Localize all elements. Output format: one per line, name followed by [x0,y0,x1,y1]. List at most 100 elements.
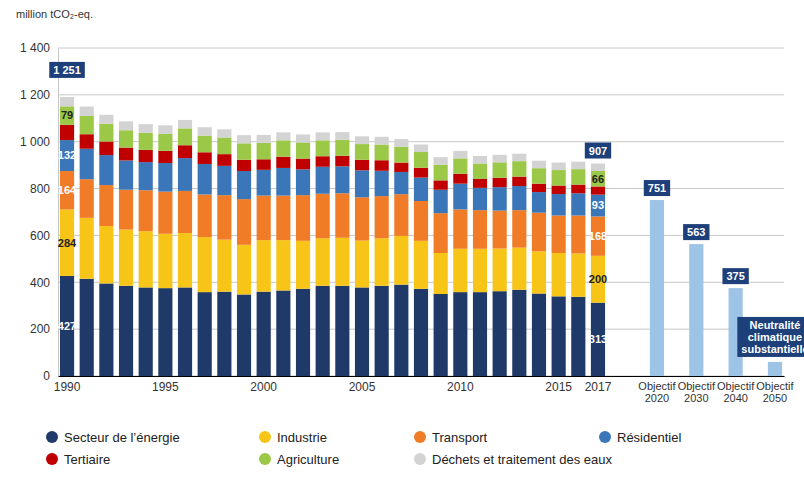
bar [355,287,369,376]
bar [276,240,290,290]
bar [532,184,546,192]
bar [296,169,310,195]
label-box-group: 563 [683,224,709,240]
x-tick-label: 2017 [585,380,612,394]
bar [60,106,74,125]
bar [473,292,487,376]
legend-label: Résidentiel [617,430,681,445]
bar [198,136,212,153]
bar [375,238,389,286]
bar [316,194,330,239]
box-label: 751 [648,182,666,194]
bar [237,160,251,171]
bar [434,157,448,164]
x-tick-label: Objectif2040 [717,380,755,405]
bar [532,168,546,183]
bar [276,290,290,376]
bar [355,160,369,171]
label-box-group: 375 [722,268,748,284]
bar [257,159,271,170]
bar [316,132,330,140]
bar [80,107,94,116]
bar [257,196,271,241]
bar [237,171,251,199]
legend-label: Transport [432,430,488,445]
label-box [49,62,85,78]
bar [119,148,133,161]
bar [60,125,74,140]
bar [158,134,172,151]
bar [493,291,507,376]
bar [571,193,585,215]
bar [571,185,585,194]
bar [512,161,526,176]
bar [316,156,330,167]
grid [58,48,784,376]
bar [394,194,408,236]
bar [316,167,330,194]
bar [532,161,546,168]
bar [552,296,566,376]
data-label: 284 [58,237,77,249]
bar [493,162,507,177]
bar [139,287,153,376]
bar [198,164,212,194]
bar [139,190,153,231]
bar [178,128,192,145]
bar [355,170,369,197]
bar [453,209,467,248]
x-axis: 1990199520002005201020152017Objectif2020… [54,377,795,405]
bar [571,216,585,254]
bar [217,129,231,137]
bar [158,163,172,192]
label-box [722,268,748,284]
bar [119,130,133,147]
bar [139,162,153,190]
bar [276,157,290,168]
bar [257,292,271,376]
bar [552,170,566,185]
y-tick: 1 200 [20,88,58,102]
x-tick-label: 2010 [447,380,474,394]
bar [689,244,703,376]
bar [257,143,271,159]
bar [237,135,251,143]
x-tick-label: Objectif2050 [756,380,794,405]
y-tick-label: 800 [30,182,50,196]
box-label: 1 251 [53,64,81,76]
bar [217,240,231,292]
bar [512,290,526,376]
bar [375,286,389,376]
bar [512,177,526,186]
bar [217,195,231,240]
bar [119,160,133,189]
y-tick: 1 000 [20,135,58,149]
data-label: 164 [58,184,77,196]
bar [198,292,212,376]
bar [552,186,566,194]
bar [493,211,507,249]
bar [453,184,467,210]
bar [512,186,526,210]
box-label: 375 [726,270,744,282]
bar [296,134,310,142]
legend-label: Déchets et traitement des eaux [432,452,612,467]
label-box [737,317,804,357]
bar [375,145,389,161]
bar [296,289,310,376]
label-box [585,143,611,159]
bar [119,286,133,376]
bar [355,241,369,288]
data-label: 313 [589,333,607,345]
y-tick-label: 200 [30,322,50,336]
bar [355,144,369,160]
bar [276,168,290,196]
bar [355,136,369,144]
legend-item: Secteur de l’énergie [46,430,180,445]
box-label: 907 [589,145,607,157]
bar [276,140,290,156]
bar [237,294,251,376]
bar [139,231,153,287]
bar [512,154,526,161]
bar [296,159,310,170]
